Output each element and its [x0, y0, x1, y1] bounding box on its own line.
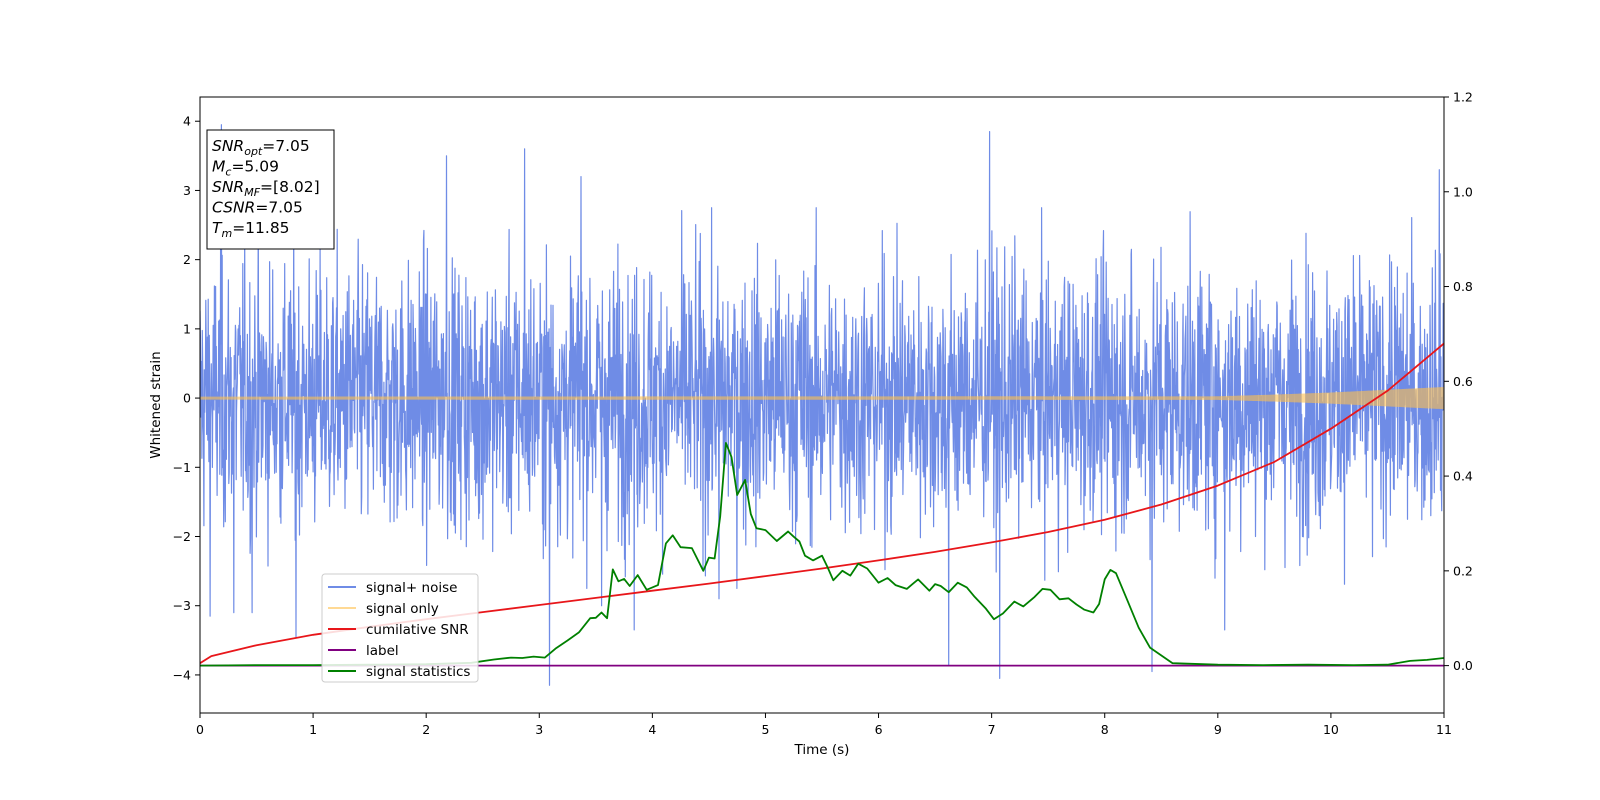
- y2-tick-label: 0.2: [1453, 563, 1473, 578]
- y2-tick-label: 1.0: [1453, 184, 1473, 199]
- plot-frame: [199, 96, 1445, 714]
- legend-label: signal+ noise: [366, 580, 457, 596]
- info-box: SNRopt=7.05Mc=5.09SNRMF=[8.02]CSNR=7.05T…: [206, 129, 335, 250]
- legend-item: signal statistics: [328, 664, 470, 680]
- info-box-line: Mc=5.09: [212, 158, 279, 179]
- x-tick-label: 8: [1101, 722, 1109, 737]
- legend-item: cumilative SNR: [328, 622, 469, 638]
- info-box-frame: [206, 129, 335, 250]
- y-tick-label: 3: [183, 183, 191, 198]
- y2-tick-label: 0.8: [1453, 279, 1473, 294]
- x-tick-label: 6: [875, 722, 883, 737]
- y2-tick-label: 0.0: [1453, 658, 1473, 673]
- x-tick-label: 9: [1214, 722, 1222, 737]
- info-value: =11.85: [232, 219, 289, 237]
- info-subscript: opt: [244, 145, 263, 158]
- x-tick-label: 10: [1323, 722, 1339, 737]
- info-value: =7.05: [262, 137, 310, 155]
- y-tick-label: −3: [173, 598, 191, 613]
- info-box-line: CSNR=7.05: [212, 199, 303, 217]
- info-subscript: m: [221, 227, 232, 240]
- info-value: =7.05: [255, 199, 303, 217]
- info-symbol: T: [212, 219, 223, 237]
- legend-label: signal only: [366, 601, 439, 617]
- series-signal-only: [200, 386, 1444, 410]
- y-axis-left: −4 −3 −2 −1 0 1 2 3 4: [173, 114, 200, 682]
- y-tick-label: −2: [173, 529, 191, 544]
- y2-tick-label: 1.2: [1453, 90, 1473, 105]
- legend-item: label: [328, 643, 399, 659]
- y-tick-label: 2: [183, 252, 191, 267]
- signal-series-layer: [200, 386, 1444, 410]
- y-tick-label: −1: [173, 460, 191, 475]
- legend-item: signal+ noise: [328, 580, 457, 596]
- legend-item: signal only: [328, 601, 439, 617]
- info-value: =[8.02]: [260, 178, 320, 196]
- y-tick-label: 4: [183, 114, 191, 129]
- legend-label: label: [366, 643, 399, 659]
- info-subscript: c: [225, 166, 231, 179]
- y2-tick-label: 0.6: [1453, 374, 1473, 389]
- info-box-line: SNRMF=[8.02]: [212, 178, 320, 199]
- x-axis: 0 1 2 3 4 5 6 7 8 9 10 11: [196, 713, 1452, 737]
- x-tick-label: 3: [535, 722, 543, 737]
- x-tick-label: 2: [422, 722, 430, 737]
- info-symbol: M: [212, 158, 225, 176]
- info-subscript: MF: [244, 186, 260, 199]
- x-tick-label: 1: [309, 722, 317, 737]
- x-tick-label: 0: [196, 722, 204, 737]
- legend-label: signal statistics: [366, 664, 470, 680]
- info-box-line: Tm=11.85: [212, 219, 290, 240]
- x-tick-label: 7: [988, 722, 996, 737]
- y-axis-right: 0.0 0.2 0.4 0.6 0.8 1.0 1.2: [1444, 90, 1473, 673]
- y2-tick-label: 0.4: [1453, 469, 1473, 484]
- info-box-line: SNRopt=7.05: [212, 137, 310, 158]
- x-tick-label: 11: [1436, 722, 1452, 737]
- y-axis-label: Whitened strain: [148, 351, 164, 458]
- info-symbol: CSNR: [212, 199, 255, 217]
- info-symbol: SNR: [212, 137, 244, 155]
- legend-frame: [321, 573, 479, 683]
- x-axis-label: Time (s): [794, 742, 850, 758]
- y-tick-label: −4: [173, 667, 191, 682]
- y-tick-label: 0: [183, 391, 191, 406]
- x-tick-label: 5: [761, 722, 769, 737]
- info-value: =5.09: [231, 158, 279, 176]
- series-signal-statistics: [200, 441, 1444, 667]
- info-symbol: SNR: [212, 178, 244, 196]
- y-tick-label: 1: [183, 321, 191, 336]
- legend-label: cumilative SNR: [366, 622, 469, 638]
- legend: signal+ noise signal only cumilative SNR la…: [321, 573, 479, 683]
- x-tick-label: 4: [648, 722, 656, 737]
